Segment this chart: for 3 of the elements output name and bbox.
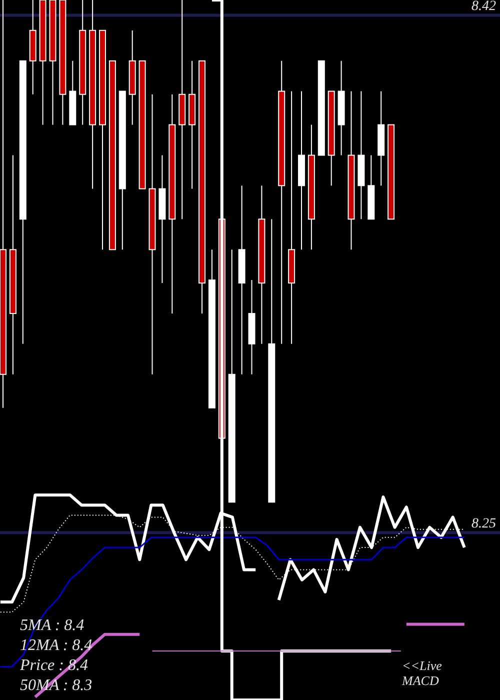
ref-line-label: 8.25: [472, 516, 496, 532]
annotation: <<Live MACD: [401, 658, 442, 688]
ref-line-label: 8.42: [472, 0, 496, 14]
